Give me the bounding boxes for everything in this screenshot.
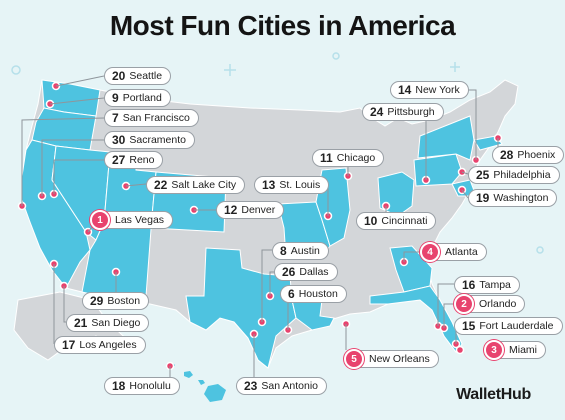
city-name: Phoenix bbox=[517, 149, 556, 161]
city-label-new-york: 14 New York bbox=[390, 81, 469, 99]
city-name: Miami bbox=[509, 344, 537, 356]
city-rank: 15 bbox=[462, 319, 476, 333]
city-label-atlanta: 4 Atlanta bbox=[420, 242, 487, 262]
city-name: Denver bbox=[241, 204, 276, 216]
city-rank: 6 bbox=[288, 287, 295, 301]
city-name: Dallas bbox=[299, 266, 329, 278]
city-rank: 12 bbox=[224, 203, 238, 217]
city-name: Washington bbox=[493, 192, 549, 204]
city-label-dallas: 26 Dallas bbox=[274, 263, 338, 281]
city-rank: 20 bbox=[112, 69, 126, 83]
city-label-honolulu: 18 Honolulu bbox=[104, 377, 180, 395]
city-label-fort-lauderdale: 15 Fort Lauderdale bbox=[454, 317, 563, 335]
city-name: New York bbox=[415, 84, 460, 96]
city-name: Reno bbox=[129, 154, 155, 166]
city-rank: 10 bbox=[364, 214, 378, 228]
city-label-st-louis: 13 St. Louis bbox=[254, 176, 330, 194]
city-rank: 17 bbox=[62, 338, 76, 352]
city-name: Salt Lake City bbox=[171, 179, 237, 191]
city-label-portland: 9 Portland bbox=[104, 89, 171, 107]
city-rank: 11 bbox=[320, 151, 333, 165]
city-rank-badge: 4 bbox=[420, 242, 440, 262]
city-name: San Antonio bbox=[261, 380, 318, 392]
city-label-san-francisco: 7 San Francisco bbox=[104, 109, 199, 127]
city-rank: 24 bbox=[370, 105, 384, 119]
city-name: Las Vegas bbox=[115, 214, 165, 226]
city-label-miami: 3 Miami bbox=[484, 340, 546, 360]
city-label-san-diego: 21 San Diego bbox=[66, 314, 150, 332]
city-rank: 21 bbox=[74, 316, 88, 330]
state-florida bbox=[369, 285, 463, 353]
city-label-phoenix: 2829Boston bbox=[82, 292, 150, 310]
city-label-seattle: 20 Seattle bbox=[104, 67, 172, 85]
city-name: Honolulu bbox=[129, 380, 171, 392]
city-name: Portland bbox=[122, 92, 162, 104]
city-label-boston: 28 Phoenix bbox=[492, 146, 565, 164]
city-label-philadelphia: 25 Philadelphia bbox=[468, 166, 560, 184]
city-name: Chicago bbox=[336, 152, 376, 164]
city-name: San Francisco bbox=[122, 112, 190, 124]
city-name: Pittsburgh bbox=[387, 106, 435, 118]
city-label-washington: 19 Washington bbox=[468, 189, 558, 207]
sparkle-decoration bbox=[11, 52, 544, 254]
city-name: Atlanta bbox=[445, 246, 478, 258]
city-rank: 22 bbox=[154, 178, 168, 192]
city-label-sacramento: 30 Sacramento bbox=[104, 131, 195, 149]
city-name: Philadelphia bbox=[493, 169, 551, 181]
city-rank-badge: 1 bbox=[90, 210, 110, 230]
city-name: San Diego bbox=[91, 317, 141, 329]
city-name: New Orleans bbox=[369, 353, 430, 365]
wallethub-logo: WalletHub bbox=[456, 386, 531, 403]
city-label-san-antonio: 23 San Antonio bbox=[236, 377, 327, 395]
city-rank: 26 bbox=[282, 265, 296, 279]
city-rank: 27 bbox=[112, 153, 126, 167]
dot-miami bbox=[455, 345, 465, 355]
city-label-orlando: 2 Orlando bbox=[454, 294, 526, 314]
city-name: Cincinnati bbox=[381, 215, 428, 227]
state-pennsylvania bbox=[413, 153, 463, 187]
city-label-los-angeles: 17 Los Angeles bbox=[54, 336, 146, 354]
city-rank-badge: 3 bbox=[484, 340, 504, 360]
city-label-houston: 6 Houston bbox=[280, 285, 347, 303]
city-rank: 16 bbox=[462, 278, 476, 292]
city-rank: 19 bbox=[476, 191, 490, 205]
city-name: Houston bbox=[298, 288, 338, 300]
city-rank: 7 bbox=[112, 111, 119, 125]
city-label-new-orleans: 5 New Orleans bbox=[344, 349, 439, 369]
city-label-pittsburgh: 24 Pittsburgh bbox=[362, 103, 444, 121]
city-label-salt-lake-city: 22 Salt Lake City bbox=[146, 176, 246, 194]
city-rank: 14 bbox=[398, 83, 412, 97]
city-name: Los Angeles bbox=[79, 339, 137, 351]
city-label-denver: 12 Denver bbox=[216, 201, 285, 219]
state-texas bbox=[185, 247, 297, 369]
state-new-york bbox=[417, 115, 475, 161]
city-rank: 25 bbox=[476, 168, 490, 182]
city-label-tampa: 16 Tampa bbox=[454, 276, 520, 294]
city-label-cincinnati: 10 Cincinnati bbox=[356, 212, 437, 230]
city-name: Orlando bbox=[479, 298, 517, 310]
city-name: St. Louis bbox=[279, 179, 321, 191]
city-rank: 18 bbox=[112, 379, 126, 393]
city-name: Boston bbox=[107, 295, 141, 307]
city-rank: 9 bbox=[112, 91, 119, 105]
city-rank: 8 bbox=[280, 244, 287, 258]
city-rank: 30 bbox=[112, 133, 126, 147]
city-label-las-vegas: 1 Las Vegas bbox=[90, 210, 174, 230]
city-rank: 28 bbox=[500, 148, 514, 162]
city-name: Sacramento bbox=[129, 134, 186, 146]
city-rank-badge: 5 bbox=[344, 349, 364, 369]
city-rank: 13 bbox=[262, 178, 276, 192]
city-label-chicago: 11 Chicago bbox=[312, 149, 385, 167]
city-name: Tampa bbox=[479, 279, 511, 291]
city-label-reno: 27 Reno bbox=[104, 151, 164, 169]
city-rank: 29 bbox=[90, 294, 104, 308]
city-name: Fort Lauderdale bbox=[479, 320, 554, 332]
city-label-austin: 8 Austin bbox=[272, 242, 329, 260]
city-rank: 23 bbox=[244, 379, 258, 393]
city-rank-badge: 2 bbox=[454, 294, 474, 314]
city-name: Austin bbox=[290, 245, 320, 257]
city-name: Seattle bbox=[129, 70, 163, 82]
page-title: Most Fun Cities in America bbox=[109, 10, 456, 41]
